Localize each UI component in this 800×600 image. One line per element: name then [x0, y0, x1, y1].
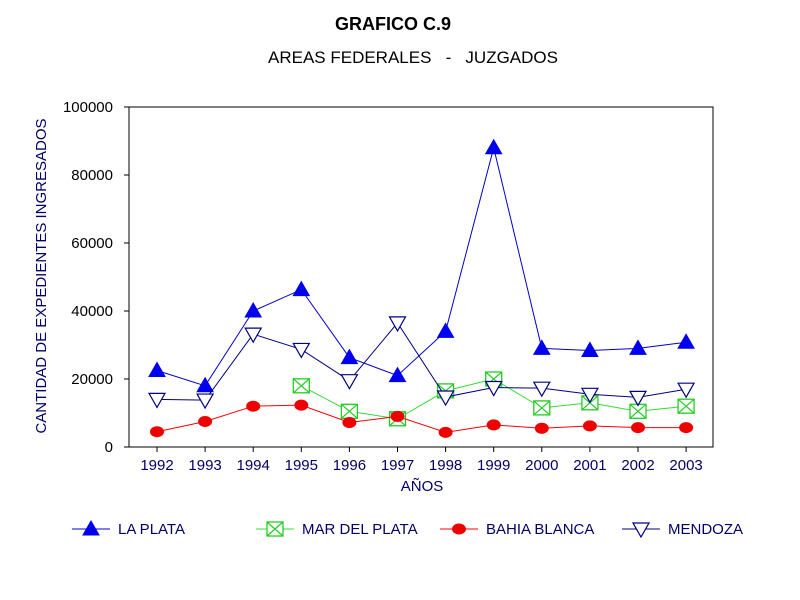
x-tick-label: 2003 — [669, 457, 702, 474]
data-point-mendoza — [532, 381, 551, 398]
y-tick-label: 80000 — [71, 167, 113, 184]
x-tick-label: 1995 — [285, 457, 318, 474]
y-tick-label: 40000 — [71, 303, 113, 320]
series-line-mendoza — [156, 322, 687, 401]
x-axis-label: AÑOS — [401, 478, 444, 495]
legend-item-mendoza: MENDOZA — [622, 521, 743, 539]
legend-label: LA PLATA — [118, 521, 185, 538]
x-tick-label: 1999 — [477, 457, 510, 474]
series-la-plata — [148, 138, 695, 393]
x-tick-label: 1993 — [188, 457, 221, 474]
y-tick-label: 60000 — [71, 235, 113, 252]
legend-item-bahia-blanca: BAHIA BLANCA — [440, 521, 594, 538]
data-point-mendoza — [436, 390, 455, 407]
series-layer — [147, 138, 696, 438]
legend-marker-mendoza — [631, 522, 651, 539]
y-tick-label: 100000 — [63, 99, 113, 116]
data-point-mendoza — [484, 380, 503, 397]
x-tick-label: 1992 — [140, 457, 173, 474]
data-point-mendoza — [244, 327, 263, 344]
data-point-mar-del-plata — [629, 403, 647, 419]
data-point-bahia-blanca — [631, 422, 645, 434]
legend-item-mar-del-plata: MAR DEL PLATA — [256, 521, 418, 538]
data-point-la-plata — [629, 339, 647, 355]
data-point-mendoza — [628, 390, 648, 407]
x-tick-label: 2001 — [573, 457, 606, 474]
legend-marker-mar-del-plata — [266, 521, 284, 537]
data-point-la-plata — [196, 376, 214, 393]
legend-item-la-plata: LA PLATA — [72, 519, 185, 538]
legend-label: MAR DEL PLATA — [302, 521, 418, 538]
plot-area — [128, 106, 714, 448]
data-point-la-plata — [148, 361, 166, 377]
y-tick-label: 0 — [105, 439, 113, 456]
x-tick-label: 1998 — [429, 457, 462, 474]
x-tick-label: 1996 — [333, 457, 366, 474]
legend-marker-la-plata — [82, 519, 100, 536]
y-tick-label: 20000 — [71, 371, 113, 388]
data-point-la-plata — [292, 280, 311, 297]
x-tick-label: 2002 — [621, 457, 654, 474]
data-point-bahia-blanca — [486, 419, 501, 431]
data-point-la-plata — [436, 322, 455, 338]
data-point-mar-del-plata — [677, 398, 695, 414]
data-point-mar-del-plata — [533, 400, 551, 416]
data-point-mendoza — [340, 374, 359, 390]
data-point-mendoza — [388, 316, 407, 333]
data-point-bahia-blanca — [150, 426, 164, 438]
x-tick-label: 1997 — [381, 457, 414, 474]
legend-marker-bahia-blanca — [452, 523, 466, 535]
data-point-la-plata — [532, 339, 551, 355]
data-point-bahia-blanca — [294, 399, 309, 411]
data-point-mendoza — [292, 342, 311, 359]
data-point-bahia-blanca — [342, 417, 357, 429]
data-point-mendoza — [196, 393, 215, 410]
data-point-bahia-blanca — [679, 422, 694, 434]
legend-label: BAHIA BLANCA — [486, 521, 594, 538]
legend: LA PLATA MAR DEL PLATA BAHIA BLANCA MENDOZA — [72, 519, 743, 539]
data-point-la-plata — [677, 333, 695, 349]
chart-subtitle: AREAS FEDERALES - JUZGADOS — [268, 48, 558, 67]
data-point-mendoza — [147, 392, 167, 409]
series-mendoza — [147, 316, 696, 410]
data-point-la-plata — [581, 341, 599, 357]
series-line-bahia-blanca — [156, 404, 687, 433]
chart-title: GRAFICO C.9 — [335, 14, 451, 34]
data-point-bahia-blanca — [246, 400, 261, 412]
data-point-mendoza — [677, 382, 696, 399]
data-point-mar-del-plata — [340, 403, 359, 419]
x-tick-label: 1994 — [237, 457, 270, 474]
data-point-mar-del-plata — [292, 378, 310, 394]
data-point-la-plata — [484, 138, 503, 155]
series-bahia-blanca — [150, 399, 694, 438]
data-point-bahia-blanca — [390, 410, 405, 422]
data-point-bahia-blanca — [534, 422, 549, 434]
data-point-mendoza — [580, 387, 599, 404]
x-axis-ticks: 1992 1993 1994 1995 1996 1997 1998 1999 2000 2001… — [140, 447, 703, 474]
data-point-bahia-blanca — [582, 420, 597, 432]
x-tick-label: 2000 — [525, 457, 558, 474]
series-line-la-plata — [156, 147, 687, 387]
y-axis-label: CANTIDAD DE EXPEDIENTES INGRESADOS — [33, 118, 50, 433]
data-point-la-plata — [388, 366, 407, 383]
legend-label: MENDOZA — [668, 521, 743, 538]
data-point-la-plata — [340, 348, 359, 365]
y-axis-ticks: 0 20000 40000 60000 80000 100000 — [63, 99, 129, 456]
data-point-la-plata — [244, 301, 263, 318]
data-point-bahia-blanca — [198, 416, 213, 427]
data-point-bahia-blanca — [438, 426, 453, 438]
